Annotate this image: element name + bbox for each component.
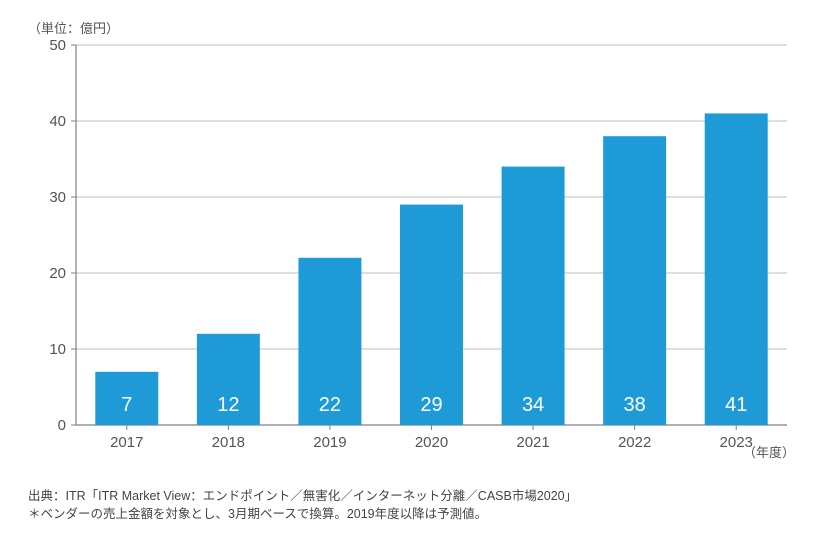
- ytick-label: 10: [49, 341, 66, 358]
- bar-value-label: 7: [121, 394, 132, 416]
- xtick-label: 2021: [516, 434, 549, 451]
- bar-value-label: 34: [522, 394, 544, 416]
- bar: [705, 113, 768, 425]
- ytick-label: 0: [58, 417, 66, 434]
- bar-value-label: 38: [624, 394, 646, 416]
- bar-chart: 0 10 20 30 40 50 7 2017 12 2018 22 2019 29 2020 34 2021…: [28, 39, 799, 459]
- ytick-label: 50: [49, 39, 66, 54]
- bar: [603, 136, 666, 425]
- bar-value-label: 41: [725, 394, 747, 416]
- bar-value-label: 29: [420, 394, 442, 416]
- xtick-label: 2019: [313, 434, 346, 451]
- chart-footer: 出典：ITR「ITR Market View：エンドポイント／無害化／インターネ…: [28, 487, 577, 523]
- footer-note: ＊ベンダーの売上金額を対象とし、3月期ベースで換算。2019年度以降は予測値。: [28, 505, 577, 523]
- xaxis-title: （年度）: [743, 445, 795, 459]
- xtick-label: 2018: [212, 434, 245, 451]
- unit-label: （単位：億円）: [28, 18, 799, 37]
- xtick-label: 2022: [618, 434, 651, 451]
- ytick-label: 20: [49, 265, 66, 282]
- xtick-label: 2017: [110, 434, 143, 451]
- xtick-label: 2020: [415, 434, 448, 451]
- ytick-label: 30: [49, 189, 66, 206]
- bar-value-label: 12: [217, 394, 239, 416]
- footer-source: 出典：ITR「ITR Market View：エンドポイント／無害化／インターネ…: [28, 487, 577, 505]
- bar-value-label: 22: [319, 394, 341, 416]
- bar: [400, 205, 463, 425]
- ytick-label: 40: [49, 113, 66, 130]
- bar: [502, 167, 565, 425]
